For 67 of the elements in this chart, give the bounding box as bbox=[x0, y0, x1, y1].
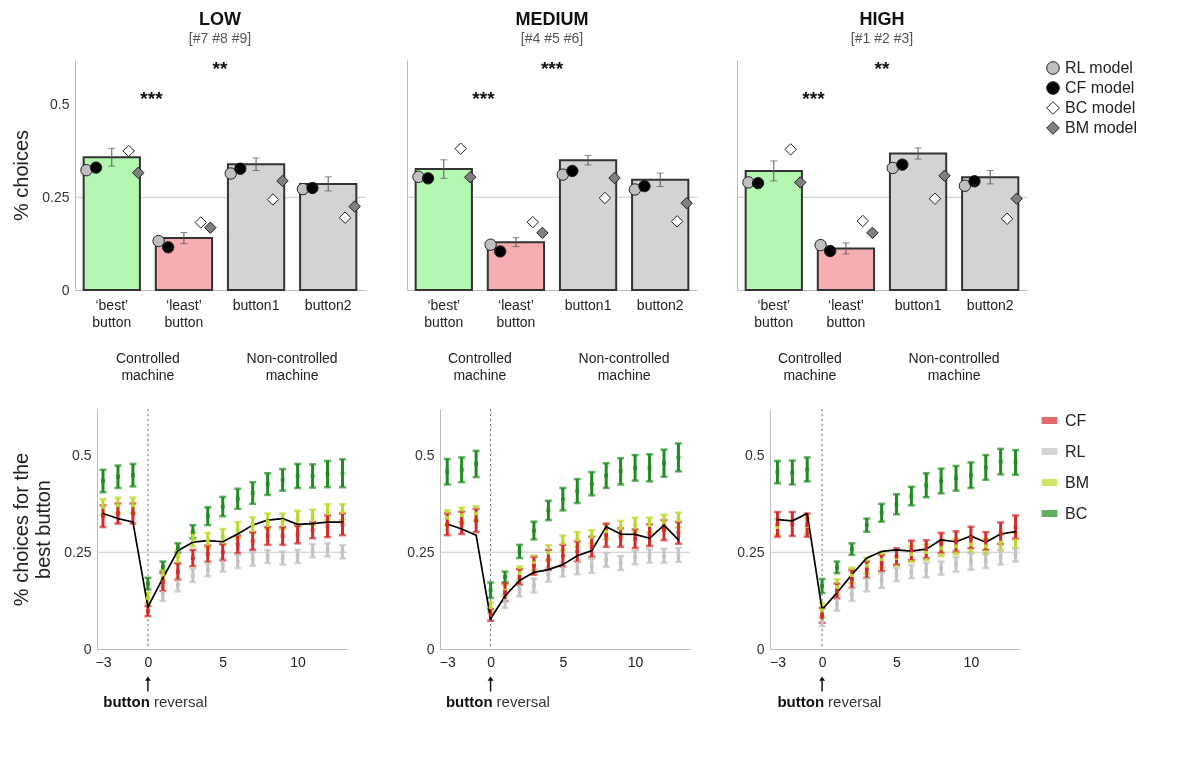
x-tick-label: button1 bbox=[894, 296, 942, 313]
text: Non-controlled machine bbox=[578, 350, 670, 383]
x-tick-label: ‘least’ button bbox=[164, 296, 204, 330]
x-tick-label: 5 bbox=[219, 653, 228, 670]
y-tick-label: 0 bbox=[426, 640, 435, 657]
x-tick-label: 10 bbox=[963, 653, 980, 670]
x-tick-label: 10 bbox=[290, 653, 307, 670]
x-tick-label: 0 bbox=[487, 653, 496, 670]
y-tick-label: 0.25 bbox=[407, 543, 435, 560]
x-tick-label: 0 bbox=[818, 653, 827, 670]
text: button reversal bbox=[103, 693, 208, 710]
x-tick-label: ‘least’ button bbox=[496, 296, 536, 330]
legend-label: BC bbox=[1065, 504, 1088, 522]
x-tick-label: 5 bbox=[559, 653, 568, 670]
text: Non-controlled machine bbox=[908, 350, 1000, 383]
y-axis-title: % choices bbox=[10, 129, 33, 222]
y-axis-title: % choices for the best button bbox=[10, 452, 55, 607]
x-tick-label: button2 bbox=[304, 296, 352, 313]
y-tick-label: 0.5 bbox=[50, 96, 70, 113]
legend-label: RL bbox=[1065, 442, 1086, 460]
y-tick-label: 0.25 bbox=[42, 188, 70, 205]
y-tick-label: 0 bbox=[83, 640, 92, 657]
chart-subtitle: [#4 #5 #6] bbox=[520, 30, 584, 46]
x-tick-label: button2 bbox=[636, 296, 684, 313]
y-tick-label: 0.5 bbox=[72, 446, 92, 463]
x-tick-label: −3 bbox=[769, 653, 787, 670]
x-tick-label: button1 bbox=[564, 296, 612, 313]
x-tick-label: 5 bbox=[893, 653, 902, 670]
text: button reversal bbox=[445, 693, 550, 710]
y-tick-label: 0.25 bbox=[737, 543, 765, 560]
chart-subtitle: [#7 #8 #9] bbox=[188, 30, 252, 46]
legend-label: CF model bbox=[1065, 79, 1135, 96]
text: button reversal bbox=[777, 693, 882, 710]
x-tick-label: −3 bbox=[95, 653, 112, 670]
annotation: *** bbox=[472, 87, 496, 109]
annotation: *** bbox=[140, 87, 164, 109]
legend-label: BC model bbox=[1065, 99, 1136, 116]
annotation: *** bbox=[802, 87, 826, 109]
annotation: ** bbox=[874, 58, 890, 80]
y-tick-label: 0.25 bbox=[64, 543, 92, 560]
legend-label: RL model bbox=[1065, 59, 1133, 76]
text: Controlled machine bbox=[777, 350, 842, 383]
x-tick-label: 0 bbox=[144, 653, 153, 670]
annotation: *** bbox=[540, 58, 564, 80]
x-tick-label: ‘best’ button bbox=[754, 296, 794, 330]
x-tick-label: 10 bbox=[627, 653, 644, 670]
x-tick-label: button2 bbox=[966, 296, 1014, 313]
text: Controlled machine bbox=[447, 350, 512, 383]
x-tick-label: button1 bbox=[232, 296, 280, 313]
x-tick-label: ‘least’ button bbox=[826, 296, 866, 330]
y-tick-label: 0.5 bbox=[415, 446, 435, 463]
y-tick-label: 0 bbox=[61, 281, 70, 298]
legend-label: CF bbox=[1065, 411, 1087, 429]
text: Controlled machine bbox=[115, 350, 180, 383]
x-tick-label: −3 bbox=[439, 653, 456, 670]
legend-label: BM bbox=[1065, 473, 1089, 491]
x-tick-label: ‘best’ button bbox=[92, 296, 132, 330]
chart-subtitle: [#1 #2 #3] bbox=[850, 30, 914, 46]
text: Non-controlled machine bbox=[246, 350, 338, 383]
y-tick-label: 0 bbox=[756, 640, 765, 657]
y-tick-label: 0.5 bbox=[745, 446, 765, 463]
x-tick-label: ‘best’ button bbox=[424, 296, 464, 330]
legend-label: BM model bbox=[1065, 119, 1138, 136]
chart-title: HIGH bbox=[859, 9, 905, 29]
chart-title: MEDIUM bbox=[515, 9, 589, 29]
annotation: ** bbox=[212, 58, 228, 80]
chart-title: LOW bbox=[199, 9, 241, 29]
